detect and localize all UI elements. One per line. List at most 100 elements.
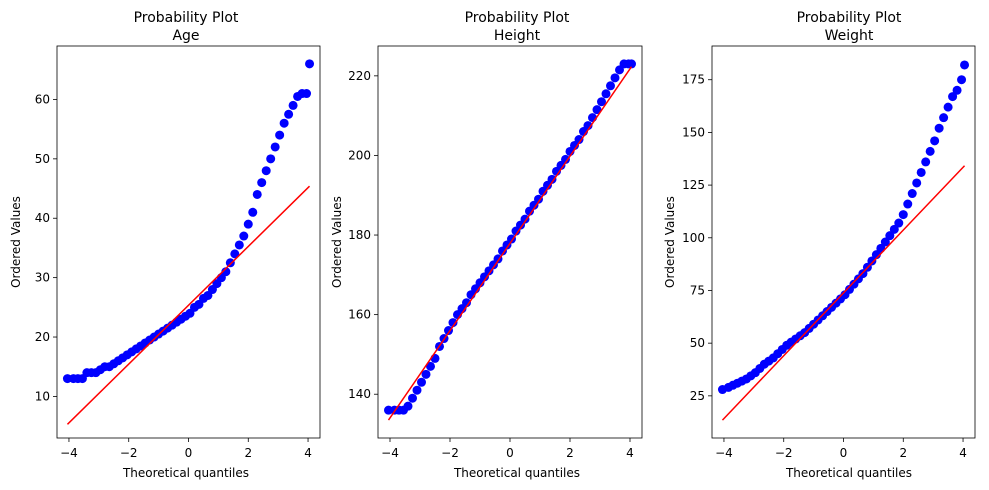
data-point [426, 361, 435, 371]
panel-weight-title-line1: Probability Plot [797, 10, 902, 26]
data-point [248, 207, 258, 217]
panel-age-frame [56, 45, 321, 439]
x-tick-label: 2 [899, 446, 907, 460]
y-tick-label: 140 [348, 387, 371, 401]
y-tick-label: 30 [35, 271, 50, 285]
data-point [408, 393, 417, 403]
data-point [916, 167, 926, 177]
data-point [957, 75, 967, 85]
data-point [960, 60, 970, 70]
data-point [534, 194, 543, 204]
panel-height-title-line1: Probability Plot [465, 10, 570, 26]
data-point [948, 92, 958, 102]
data-point [867, 256, 877, 266]
data-point [627, 59, 636, 69]
panel-height: Probability Plot Height Theoretical quan… [330, 10, 643, 480]
x-tick-label: −2 [775, 446, 793, 460]
y-tick-label: 50 [35, 152, 50, 166]
y-tick-label: 150 [682, 125, 705, 139]
data-point [952, 85, 962, 95]
data-point [279, 118, 289, 128]
data-point [601, 89, 611, 99]
data-point [912, 178, 922, 188]
x-tick-label: 4 [304, 446, 312, 460]
y-tick-label: 100 [682, 231, 705, 245]
data-point [907, 189, 917, 199]
data-point [257, 178, 267, 188]
panel-weight-plot-area: −4 −2 0 2 4 25 50 75 100 125 150 175 [682, 45, 976, 460]
data-point [412, 385, 422, 395]
data-point [894, 218, 904, 228]
panel-age-title-line1: Probability Plot [134, 10, 239, 26]
data-point [284, 109, 294, 119]
data-point [421, 369, 431, 379]
data-point [889, 224, 899, 234]
data-point [597, 97, 606, 107]
y-tick-label: 50 [690, 336, 705, 350]
data-point [225, 258, 235, 268]
panel-age-title-line2: Age [172, 28, 199, 44]
x-tick-label: −2 [441, 446, 459, 460]
x-tick-label: 2 [566, 446, 574, 460]
fit-line [66, 185, 311, 425]
panel-age-points [62, 59, 315, 384]
panel-age-plot-area: −4 −2 0 2 4 10 20 30 40 50 60 [35, 45, 321, 460]
fit-line [721, 165, 966, 421]
x-tick-label: 4 [959, 446, 967, 460]
x-tick-label: −4 [715, 446, 733, 460]
data-point [939, 113, 949, 123]
panel-height-points [384, 59, 636, 415]
y-tick-label: 220 [348, 69, 371, 83]
data-point [610, 73, 620, 83]
data-point [606, 81, 615, 91]
data-point [925, 146, 935, 156]
panel-weight-ylabel: Ordered Values [663, 196, 677, 288]
data-point [275, 130, 285, 140]
data-point [930, 136, 940, 146]
y-tick-label: 25 [690, 389, 705, 403]
data-point [252, 189, 262, 199]
panel-height-xlabel: Theoretical quantiles [453, 466, 580, 480]
panel-age: Probability Plot Age Theoretical quantil… [9, 10, 321, 480]
panel-age-xlabel: Theoretical quantiles [122, 466, 249, 480]
y-tick-label: 160 [348, 308, 371, 322]
data-point [234, 240, 244, 250]
panel-height-plot-area: −4 −2 0 2 4 140 160 180 200 220 [348, 45, 643, 460]
data-point [243, 219, 253, 229]
data-point [288, 100, 298, 110]
panel-age-ylabel: Ordered Values [9, 196, 23, 288]
panel-weight-title-line2: Weight [825, 28, 874, 44]
panel-height-ylabel: Ordered Values [330, 196, 344, 288]
data-point [430, 353, 440, 363]
data-point [903, 199, 913, 209]
data-point [885, 231, 895, 241]
data-point [305, 59, 315, 69]
y-tick-label: 75 [690, 283, 705, 297]
y-tick-label: 20 [35, 330, 50, 344]
x-tick-label: −2 [120, 446, 138, 460]
data-point [448, 318, 458, 328]
data-point [417, 377, 426, 387]
data-point [921, 157, 931, 167]
panel-weight-xlabel: Theoretical quantiles [785, 466, 912, 480]
panel-weight-points [717, 60, 970, 395]
x-tick-label: −4 [60, 446, 78, 460]
data-point [520, 214, 530, 224]
data-point [943, 102, 953, 112]
data-point [270, 142, 280, 152]
y-tick-label: 180 [348, 228, 371, 242]
data-point [574, 135, 584, 145]
x-tick-label: 0 [185, 446, 193, 460]
x-tick-label: 2 [244, 446, 252, 460]
data-point [462, 298, 471, 308]
data-point [302, 89, 312, 99]
y-tick-label: 175 [682, 73, 705, 87]
y-tick-label: 60 [35, 92, 50, 106]
y-tick-label: 10 [35, 389, 50, 403]
data-point [221, 267, 231, 277]
y-tick-label: 40 [35, 211, 50, 225]
data-point [561, 154, 570, 164]
data-point [880, 237, 890, 247]
data-point [261, 166, 271, 176]
